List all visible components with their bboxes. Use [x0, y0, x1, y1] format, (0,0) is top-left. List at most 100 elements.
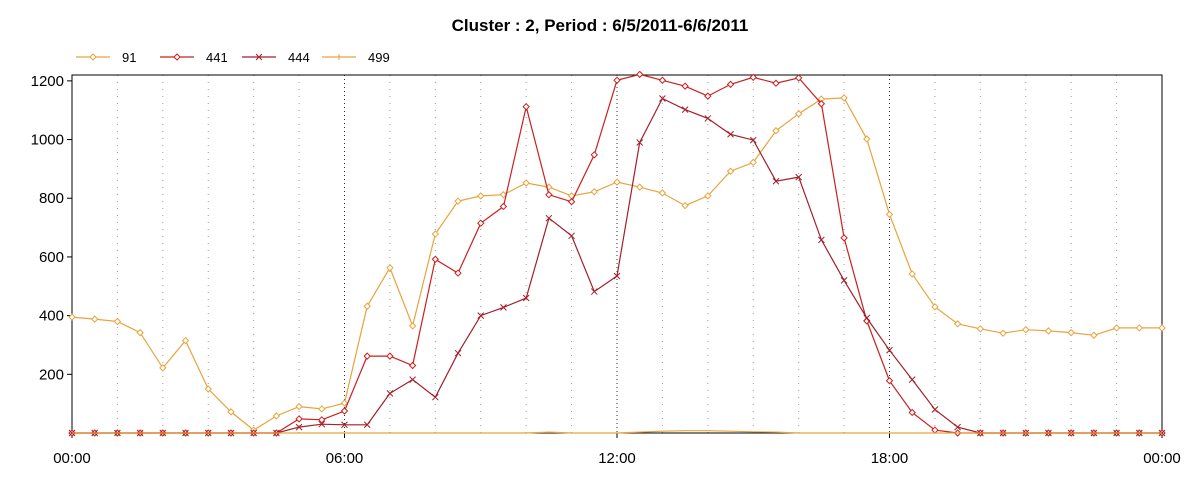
data-point	[681, 82, 689, 90]
data-point	[931, 406, 939, 413]
data-point	[386, 390, 394, 397]
data-point	[863, 135, 871, 143]
legend-item: 444	[242, 50, 310, 65]
series-line	[72, 430, 1162, 434]
data-point	[363, 352, 371, 360]
data-point	[999, 329, 1007, 337]
data-point	[477, 192, 485, 200]
data-point	[704, 115, 712, 122]
legend-marker	[255, 53, 263, 61]
legend-label: 499	[368, 50, 390, 65]
grid	[116, 75, 1118, 433]
data-point	[590, 151, 598, 159]
data-point	[568, 232, 575, 240]
data-point	[408, 322, 417, 330]
chart-title: Cluster : 2, Period : 6/5/2011-6/6/2011	[452, 16, 749, 35]
data-point	[885, 210, 894, 219]
data-point	[976, 325, 985, 333]
data-point	[136, 328, 144, 337]
data-point	[409, 376, 416, 383]
data-point	[954, 423, 961, 431]
data-point	[840, 277, 848, 284]
data-point	[908, 376, 916, 383]
data-point	[726, 80, 735, 89]
data-point	[1067, 328, 1075, 337]
series-group	[68, 70, 1166, 437]
x-tick-label: 06:00	[326, 450, 364, 467]
legend-marker	[89, 53, 97, 61]
data-point	[1022, 326, 1030, 334]
data-point	[181, 336, 190, 345]
data-point	[795, 173, 803, 181]
data-point	[454, 349, 462, 357]
data-point	[818, 236, 825, 244]
data-point	[272, 412, 281, 420]
data-point	[794, 110, 803, 118]
data-point	[658, 76, 667, 84]
legend-label: 441	[206, 50, 228, 65]
legend-marker	[173, 53, 181, 61]
data-point	[499, 202, 508, 211]
data-point	[840, 234, 848, 242]
data-point	[658, 189, 667, 197]
data-point	[545, 214, 553, 222]
data-point	[772, 79, 780, 87]
data-point	[454, 197, 462, 205]
data-point	[863, 314, 871, 322]
data-point	[613, 178, 621, 186]
data-point	[477, 219, 485, 227]
data-point	[659, 95, 666, 102]
x-tick-label: 18:00	[871, 450, 909, 467]
data-point	[817, 100, 826, 108]
data-point	[408, 361, 417, 370]
data-point	[886, 346, 893, 354]
data-point	[590, 188, 598, 196]
data-point	[431, 230, 440, 238]
data-point	[341, 421, 348, 429]
data-point	[749, 73, 757, 82]
data-point	[681, 201, 689, 210]
data-point	[363, 421, 371, 429]
data-point	[431, 255, 440, 263]
x-axis: 00:00 06:00 12:00 18:00 00:00	[53, 433, 1181, 467]
data-point	[1090, 331, 1098, 339]
data-point	[636, 183, 644, 191]
series-line	[72, 97, 1162, 434]
data-point	[1158, 324, 1166, 332]
data-point	[908, 408, 916, 417]
data-point	[636, 70, 644, 79]
data-point	[522, 179, 530, 187]
data-point	[567, 198, 576, 206]
data-point	[295, 415, 303, 423]
x-tick-label: 12:00	[598, 450, 636, 467]
data-point	[953, 320, 962, 328]
data-point	[340, 399, 349, 407]
data-point	[340, 407, 349, 415]
data-point	[727, 130, 734, 138]
series-441	[68, 70, 1166, 437]
data-point	[477, 312, 485, 319]
y-tick-label: 600	[39, 249, 64, 266]
y-tick-label: 800	[39, 190, 64, 207]
data-point	[726, 167, 735, 175]
data-point	[636, 139, 644, 146]
data-point	[113, 317, 122, 326]
series-444	[68, 95, 1166, 437]
data-point	[227, 408, 235, 416]
data-point	[545, 191, 553, 199]
data-point	[613, 272, 621, 280]
data-point	[318, 420, 326, 428]
data-point	[704, 92, 712, 100]
legend-item: 91	[76, 50, 136, 65]
data-point	[749, 158, 757, 167]
data-point	[1135, 324, 1143, 332]
data-point	[1044, 327, 1053, 335]
data-point	[91, 315, 99, 323]
data-point	[613, 76, 621, 84]
legend-item: 441	[160, 50, 228, 65]
data-point	[318, 405, 326, 413]
data-point	[386, 352, 394, 360]
y-tick-label: 400	[39, 308, 64, 325]
data-point	[295, 402, 303, 411]
